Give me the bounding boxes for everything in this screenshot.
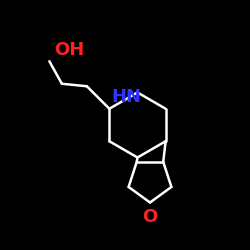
Text: HN: HN (112, 88, 142, 106)
Text: O: O (142, 208, 158, 226)
Text: OH: OH (54, 41, 84, 59)
